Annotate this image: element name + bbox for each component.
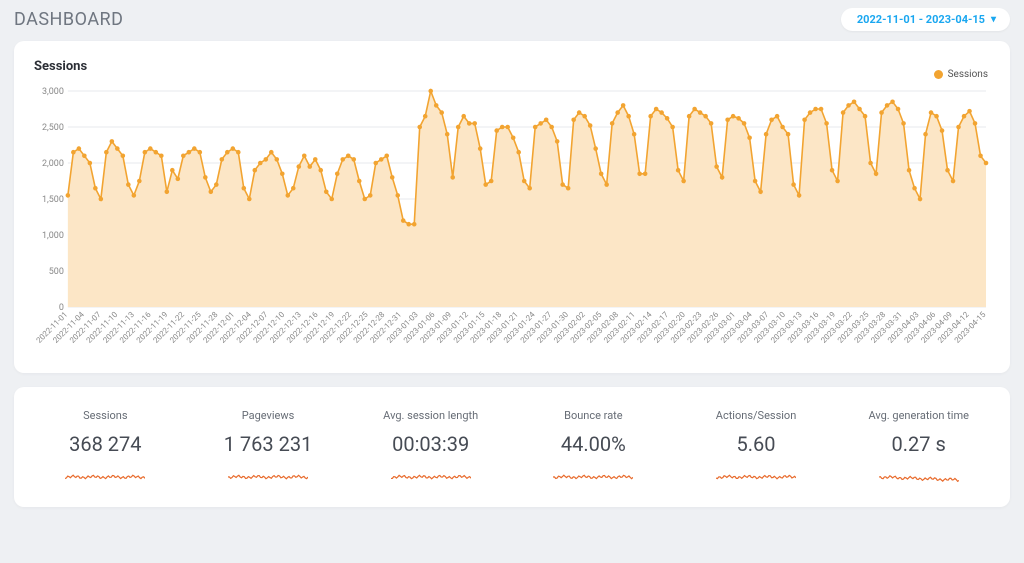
stat-value: 5.60	[675, 432, 838, 456]
page-title: DASHBOARD	[14, 9, 123, 30]
stat-label: Actions/Session	[675, 409, 838, 422]
stat-value: 00:03:39	[349, 432, 512, 456]
stat-label: Sessions	[24, 409, 187, 422]
svg-text:500: 500	[49, 267, 64, 277]
stat-tile: Avg. session length 00:03:39	[349, 409, 512, 487]
svg-text:3,000: 3,000	[42, 87, 64, 97]
stat-sparkline	[228, 470, 308, 484]
stat-sparkline	[65, 470, 145, 484]
legend-label: Sessions	[948, 69, 988, 80]
chart-legend: Sessions	[934, 69, 988, 80]
stat-sparkline	[553, 470, 633, 484]
sessions-chart-card: Sessions Sessions 05001,0001,5002,0002,5…	[14, 41, 1010, 373]
summary-stats-card: Sessions 368 274 Pageviews 1 763 231	[14, 387, 1010, 507]
stat-sparkline	[879, 470, 959, 484]
stat-label: Avg. generation time	[837, 409, 1000, 422]
svg-text:2,500: 2,500	[42, 123, 64, 133]
stat-tile: Actions/Session 5.60	[675, 409, 838, 487]
stat-tile: Avg. generation time 0.27 s	[837, 409, 1000, 487]
stat-tile: Pageviews 1 763 231	[187, 409, 350, 487]
legend-dot-icon	[934, 70, 943, 79]
chart-title: Sessions	[34, 59, 990, 74]
stat-tile: Bounce rate 44.00%	[512, 409, 675, 487]
stat-label: Avg. session length	[349, 409, 512, 422]
stat-label: Pageviews	[187, 409, 350, 422]
stat-value: 368 274	[24, 432, 187, 456]
chart-plot-area: 05001,0001,5002,0002,5003,0002022-11-012…	[34, 87, 990, 367]
date-range-picker[interactable]: 2022-11-01 - 2023-04-15 ▾	[841, 8, 1010, 31]
top-bar: DASHBOARD 2022-11-01 - 2023-04-15 ▾	[0, 0, 1024, 37]
svg-text:1,500: 1,500	[42, 195, 64, 205]
chevron-down-icon: ▾	[991, 14, 996, 25]
stat-tile: Sessions 368 274	[24, 409, 187, 487]
stat-label: Bounce rate	[512, 409, 675, 422]
date-range-text: 2022-11-01 - 2023-04-15	[857, 13, 985, 26]
svg-text:2,000: 2,000	[42, 159, 64, 169]
stat-value: 44.00%	[512, 432, 675, 456]
stat-sparkline	[391, 470, 471, 484]
stat-value: 0.27 s	[837, 432, 1000, 456]
sessions-chart-svg: 05001,0001,5002,0002,5003,0002022-11-012…	[34, 87, 990, 367]
stat-value: 1 763 231	[187, 432, 350, 456]
stat-sparkline	[716, 470, 796, 484]
svg-text:1,000: 1,000	[42, 231, 64, 241]
